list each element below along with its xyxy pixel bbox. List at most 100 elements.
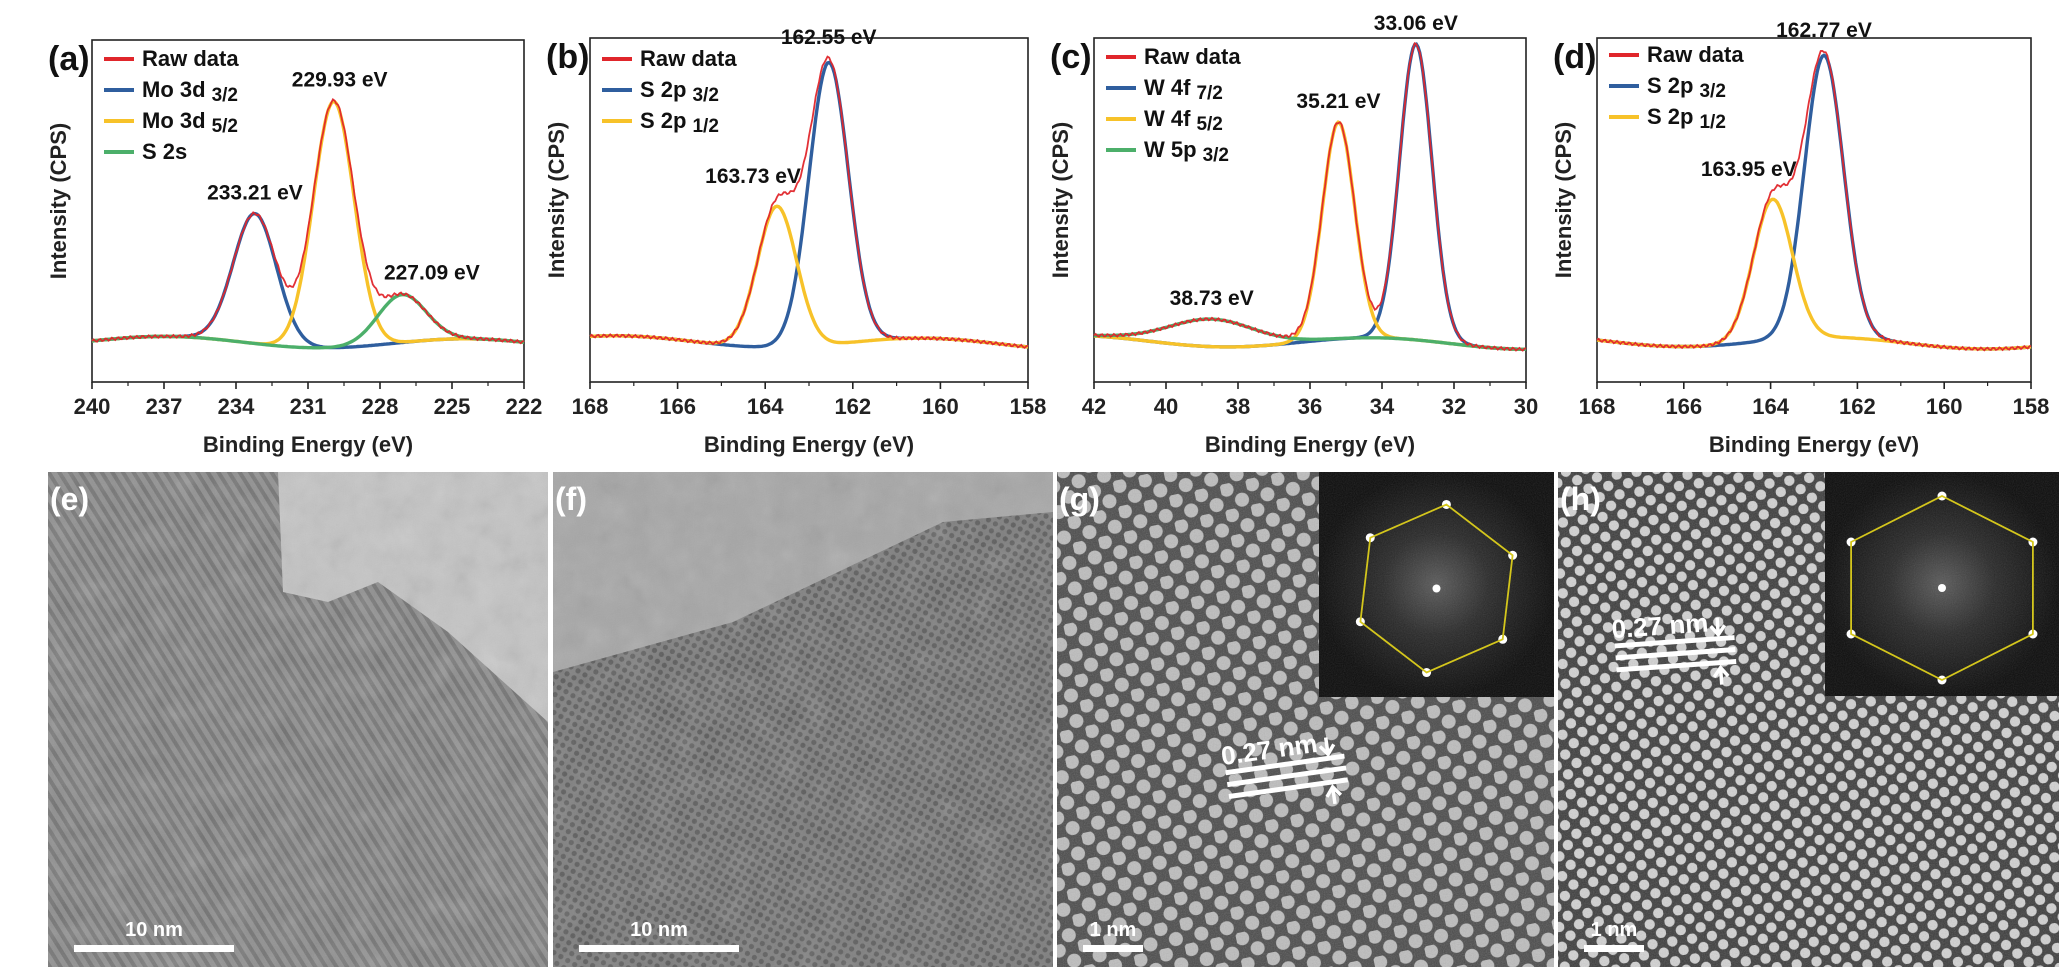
scale-bar	[1083, 945, 1143, 952]
x-tick-label: 160	[1926, 394, 1963, 419]
x-tick-label: 158	[2013, 394, 2050, 419]
peak-annotation: 33.06 eV	[1374, 12, 1458, 35]
peak-annotation: 229.93 eV	[292, 68, 388, 91]
scale-bar-label: 1 nm	[1591, 919, 1638, 941]
x-tick-label: 42	[1082, 394, 1106, 419]
raw-data-curve	[1093, 42, 1527, 352]
y-axis-label: Intensity (CPS)	[1048, 122, 1073, 278]
legend-subscript: 5/2	[212, 116, 238, 137]
legend-entry: Raw data	[640, 46, 737, 71]
legend-entry: S 2p 1/2	[640, 108, 719, 137]
x-tick-label: 237	[146, 394, 183, 419]
fit-curve-1	[91, 100, 525, 346]
arrow-up-icon	[1325, 784, 1343, 805]
peak-annotation: 162.55 eV	[781, 26, 877, 49]
legend-subscript: 5/2	[1196, 114, 1222, 135]
fit-curve-1	[589, 204, 1029, 349]
legend-entry: Raw data	[142, 46, 239, 71]
arrow-up-icon	[1712, 664, 1730, 685]
x-tick-label: 234	[218, 394, 255, 419]
legend-subscript: 1/2	[1699, 112, 1725, 133]
panel-label: (g)	[1059, 481, 1100, 517]
legend-entry: S 2s	[142, 139, 187, 164]
fft-center-spot	[1432, 584, 1441, 593]
x-tick-label: 168	[572, 394, 609, 419]
peak-annotation: 162.77 eV	[1776, 19, 1872, 42]
legend-entry: Mo 3d 3/2	[142, 77, 238, 106]
micrograph-image: 0.27 nm 1 nm (h)	[1558, 472, 2059, 967]
x-axis-label: Binding Energy (eV)	[1709, 432, 1919, 457]
x-tick-label: 164	[1752, 394, 1789, 419]
legend-entry: Raw data	[1144, 44, 1241, 69]
x-axis-label: Binding Energy (eV)	[704, 432, 914, 457]
x-tick-label: 34	[1370, 394, 1395, 419]
raw-data-curve	[91, 98, 525, 345]
panel-label: (h)	[1560, 481, 1601, 517]
x-tick-label: 30	[1514, 394, 1538, 419]
y-axis-label: Intensity (CPS)	[544, 122, 569, 278]
x-tick-label: 240	[74, 394, 111, 419]
tem-panel-0: 10 nm (e)	[48, 472, 548, 967]
fit-curve-1	[1596, 197, 2032, 351]
panel-label: (f)	[555, 481, 587, 517]
legend-subscript: 3/2	[1203, 145, 1229, 166]
panel-label: (e)	[50, 481, 89, 517]
panel-label: (a)	[48, 40, 90, 78]
xps-panel-2: (c) 42 40 38 36 34 32 30 Binding Energy (eV) Inte…	[1048, 12, 1538, 457]
arrow-down-icon	[1709, 617, 1727, 638]
y-axis-label: Intensity (CPS)	[1551, 122, 1576, 278]
legend-subscript: 1/2	[692, 116, 718, 137]
x-axis-label: Binding Energy (eV)	[203, 432, 413, 457]
peak-annotation: 233.21 eV	[207, 181, 303, 204]
legend-subscript: 3/2	[692, 85, 718, 106]
scale-bar	[1584, 945, 1644, 952]
panel-label: (b)	[546, 38, 589, 76]
legend-entry: W 5p 3/2	[1144, 137, 1229, 166]
lattice-line	[1614, 635, 1735, 649]
x-tick-label: 38	[1226, 394, 1250, 419]
tem-panel-3: 0.27 nm 1 nm (h)	[1558, 472, 2059, 967]
lattice-spacing-marker: 0.27 nm	[1611, 607, 1737, 685]
scale-bar-label: 10 nm	[630, 919, 688, 941]
legend-entry: S 2p 3/2	[640, 77, 719, 106]
x-tick-label: 40	[1154, 394, 1178, 419]
lattice-spacing-marker: 0.27 nm	[1219, 728, 1349, 805]
grain-noise	[553, 472, 1053, 967]
legend-subscript: 3/2	[212, 85, 238, 106]
arrow-down-icon	[1318, 737, 1336, 758]
x-axis-label: Binding Energy (eV)	[1205, 432, 1415, 457]
x-tick-label: 166	[659, 394, 696, 419]
legend-entry: S 2p 3/2	[1647, 73, 1726, 102]
x-tick-label: 164	[747, 394, 784, 419]
lattice-line	[1225, 753, 1345, 776]
xps-panel-1: (b) 168 166 164 162 160 158 Binding Energy (eV)…	[544, 26, 1046, 457]
x-tick-label: 162	[1839, 394, 1876, 419]
x-tick-label: 160	[922, 394, 959, 419]
raw-data-curve	[589, 55, 1029, 350]
scale-bar	[579, 945, 739, 952]
legend-subscript: 7/2	[1196, 83, 1222, 104]
fft-center-spot	[1938, 584, 1946, 592]
micrograph-image: 10 nm (f)	[553, 472, 1053, 967]
x-tick-label: 228	[362, 394, 399, 419]
fft-hexagon	[1850, 494, 2034, 682]
peak-annotation: 163.95 eV	[1701, 158, 1797, 181]
lattice-line	[1228, 777, 1349, 799]
xps-panel-0: (a) 240 237 234 231 228 225 222 Binding Energy (…	[46, 39, 542, 457]
x-tick-label: 225	[434, 394, 471, 419]
fft-hexagon	[1359, 503, 1514, 674]
lattice-spacing-label: 0.27 nm	[1611, 607, 1710, 644]
peak-annotation: 163.73 eV	[705, 165, 801, 188]
x-tick-label: 166	[1665, 394, 1702, 419]
fit-curve-0	[1596, 53, 2032, 351]
xps-panel-3: (d) 168 166 164 162 160 158 Binding Energy (eV)…	[1551, 19, 2049, 457]
x-tick-label: 36	[1298, 394, 1322, 419]
x-tick-label: 168	[1579, 394, 1616, 419]
legend-entry: Raw data	[1647, 42, 1744, 67]
legend-entry: S 2p 1/2	[1647, 104, 1726, 133]
grain-noise	[48, 472, 548, 967]
scale-bar	[74, 945, 234, 952]
lattice-line	[1616, 659, 1737, 673]
lattice-line	[1615, 647, 1736, 661]
